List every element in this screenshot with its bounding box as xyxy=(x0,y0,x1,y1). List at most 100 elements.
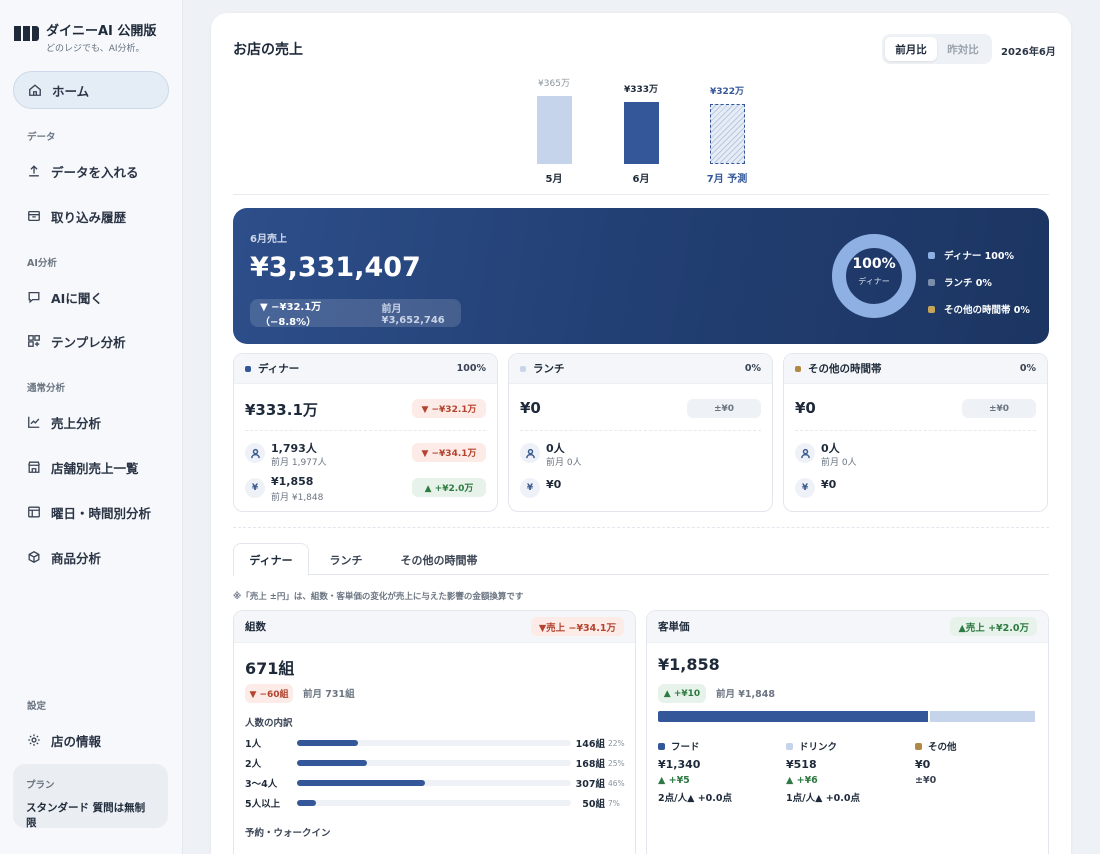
mini-bar-label: 6月 xyxy=(632,174,650,185)
party-size-track xyxy=(297,760,571,766)
nav-sales[interactable]: 売上分析 xyxy=(13,403,169,441)
segment-card-header: その他の時間帯 0% xyxy=(784,354,1047,384)
segment-color-dot xyxy=(520,365,526,372)
share-donut xyxy=(832,234,916,318)
mini-bar-value: ¥333万 xyxy=(623,85,659,95)
price-part-amount: ¥0 xyxy=(915,758,931,771)
brand-tagline: どのレジでも、AI分析。 xyxy=(46,44,145,54)
price-part-items: 1点/人▲ +0.0点 xyxy=(786,793,860,804)
segment-share: 0% xyxy=(744,363,761,374)
party-size-value: 168組 xyxy=(575,759,605,770)
mini-bar[interactable] xyxy=(709,104,745,164)
nav-upload[interactable]: データを入れる xyxy=(13,152,169,190)
party-size-label: 2人 xyxy=(245,759,262,770)
nav-by-store[interactable]: 店舗別売上一覧 xyxy=(13,448,169,486)
unit-price-prev: 前月 ¥1,848 xyxy=(716,689,775,700)
party-size-pct: 22% xyxy=(608,738,625,748)
price-part-name: フード xyxy=(658,739,732,753)
hero-prev: 前月 ¥3,652,746 xyxy=(381,304,445,326)
mini-bar-group: ¥365万 5月 xyxy=(524,76,584,185)
legend-item: その他の時間帯 0% xyxy=(928,302,1030,316)
donut-arc-dinner xyxy=(832,234,916,318)
toggle-mom[interactable]: 前月比 xyxy=(885,37,937,61)
segment-card[interactable]: ディナー 100% ¥333.1万 ▼ −¥32.1万 1,793人 前月 1,977人 ▼… xyxy=(233,353,498,512)
price-part-label: フード xyxy=(671,742,700,753)
groups-prev: 前月 731組 xyxy=(303,689,355,700)
party-size-title: 人数の内訳 xyxy=(245,718,293,729)
page-title: お店の売上 xyxy=(233,42,303,58)
segment-unit-price-chip: ▲ +¥2.0万 xyxy=(412,478,486,497)
brand-logo-icon xyxy=(14,26,39,41)
price-part-label: その他 xyxy=(928,742,957,753)
nav-sales-label: 売上分析 xyxy=(51,415,102,431)
groups-change-chip: ▼ −60組 xyxy=(245,684,293,703)
groups-value: 671組 xyxy=(245,659,295,678)
nav-home[interactable]: ホーム xyxy=(13,71,169,109)
mini-bar[interactable] xyxy=(623,102,659,164)
mini-bar-group: ¥322万 7月 予測 xyxy=(697,84,757,185)
segment-unit-price-prev: 前月 ¥1,848 xyxy=(271,493,324,503)
nav-products[interactable]: 商品分析 xyxy=(13,538,169,576)
party-size-bar xyxy=(297,760,367,766)
tab-dinner[interactable]: ディナー xyxy=(233,543,309,576)
price-part-amount: ¥518 xyxy=(786,758,817,771)
price-part-items: 2点/人▲ +0.0点 xyxy=(658,793,732,804)
unit-price-stack-bar xyxy=(658,711,1037,722)
unit-price-title: 客単価 xyxy=(658,621,690,633)
divider xyxy=(795,430,1036,431)
segment-unit-price: ¥0 xyxy=(821,478,837,491)
plan-card: プラン スタンダード 質問は無制限 xyxy=(13,764,168,829)
segment-name: ランチ xyxy=(533,363,565,375)
segment-card[interactable]: その他の時間帯 0% ¥0 ±¥0 0人 前月 0人 ¥ ¥0 xyxy=(783,353,1048,512)
divider xyxy=(233,194,1049,195)
compare-toggle: 前月比 昨対比 xyxy=(882,34,992,64)
person-icon xyxy=(795,443,815,463)
groups-impact-badge: ▼売上 −¥34.1万 xyxy=(530,617,624,636)
upload-icon xyxy=(29,165,39,177)
toggle-yoy[interactable]: 昨対比 xyxy=(947,43,979,56)
person-icon xyxy=(245,443,265,463)
brand[interactable]: ダイニーAI 公開版 どのレジでも、AI分析。 xyxy=(14,20,156,54)
segment-customers-prev: 前月 1,977人 xyxy=(271,458,327,468)
groups-title: 組数 xyxy=(245,621,266,633)
mini-bar-label: 7月 予測 xyxy=(706,174,748,185)
nav-store-info[interactable]: 店の情報 xyxy=(13,721,169,759)
nav-upload-label: データを入れる xyxy=(51,164,139,180)
unit-price-change-chip: ▲ +¥10 xyxy=(658,684,706,703)
segment-card[interactable]: ランチ 0% ¥0 ±¥0 0人 前月 0人 ¥ ¥0 xyxy=(508,353,773,512)
segment-name: その他の時間帯 xyxy=(808,363,882,375)
segment-customers-prev: 前月 0人 xyxy=(546,458,582,468)
party-size-label: 5人以上 xyxy=(245,799,281,810)
yen-icon: ¥ xyxy=(795,478,815,498)
donut-sub: ディナー xyxy=(858,277,890,286)
segment-color-dot xyxy=(245,365,251,372)
tab-lunch[interactable]: ランチ xyxy=(329,553,363,567)
price-part-swatch xyxy=(658,742,665,750)
sales-hero-card: 6月売上 ¥3,331,407 ▼ −¥32.1万（−8.8%） 前月 ¥3,6… xyxy=(233,208,1049,344)
nav-import-history[interactable]: 取り込み履歴 xyxy=(13,197,169,235)
price-part-change: ±¥0 xyxy=(915,775,937,786)
tab-other[interactable]: その他の時間帯 xyxy=(400,553,478,567)
segment-customers-chip: ▼ −¥34.1万 xyxy=(412,443,486,462)
hero-label: 6月売上 xyxy=(250,234,287,245)
nav-by-time[interactable]: 曜日・時間別分析 xyxy=(13,493,169,531)
party-size-row: 5人以上 50組 7% xyxy=(245,796,625,811)
divider xyxy=(245,430,486,431)
period-label[interactable]: 2026年6月 xyxy=(1001,47,1056,58)
donut-center: 100% ディナー xyxy=(831,256,917,287)
nav-ask-ai[interactable]: AIに聞く xyxy=(13,278,169,316)
hero-change-pill: ▼ −¥32.1万（−8.8%） 前月 ¥3,652,746 xyxy=(250,299,461,328)
segment-card-header: ディナー 100% xyxy=(234,354,497,384)
nav-template[interactable]: テンプレ分析 xyxy=(13,322,169,360)
legend-swatch xyxy=(928,251,935,259)
store-icon xyxy=(28,461,40,473)
legend-item: ディナー 100% xyxy=(928,248,1030,262)
segment-amount: ¥333.1万 xyxy=(245,401,318,419)
segment-share: 0% xyxy=(1019,363,1036,374)
price-part-amount: ¥1,340 xyxy=(658,758,701,771)
nav-by-store-label: 店舗別売上一覧 xyxy=(51,460,139,476)
mini-bar[interactable] xyxy=(536,96,572,164)
segment-amount-chip: ▼ −¥32.1万 xyxy=(412,399,486,418)
nav-section-ai: AI分析 xyxy=(27,258,57,269)
party-size-track xyxy=(297,780,571,786)
